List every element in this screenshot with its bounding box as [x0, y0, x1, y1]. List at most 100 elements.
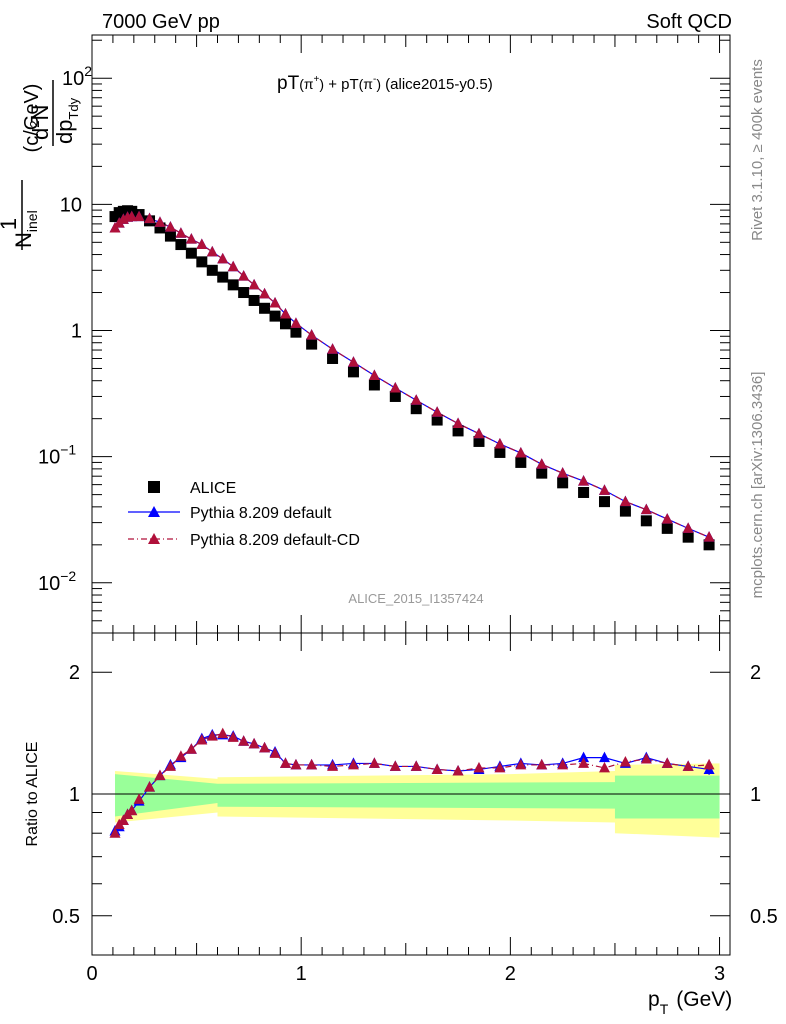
legend-marker-default	[148, 506, 160, 517]
svg-text:dpTdy: dpTdy	[52, 97, 81, 144]
data-point-alice	[154, 222, 166, 234]
main-y-tick-label: 102	[62, 63, 92, 90]
data-point-default-cd	[217, 252, 229, 264]
ratio-point-default-cd	[536, 758, 548, 770]
data-point-alice	[185, 247, 197, 259]
data-point-default-cd	[248, 278, 260, 290]
ratio-point-default-cd	[144, 781, 156, 792]
ratio-y-tick-label: 2	[69, 662, 80, 684]
data-point-alice	[175, 239, 187, 251]
data-point-default-cd	[557, 467, 569, 478]
main-data-marks	[109, 205, 715, 551]
main-y-tick-label: 1	[71, 320, 82, 342]
data-point-default-cd	[619, 495, 631, 507]
ratio-data-marks	[109, 727, 715, 838]
ratio-point-default-cd	[640, 753, 652, 764]
header-right: Soft QCD	[646, 11, 732, 33]
ratio-y-tick-label-right: 2	[750, 662, 761, 684]
data-point-default-cd	[269, 297, 281, 308]
data-point-default-cd	[196, 238, 208, 250]
ratio-point-default-cd	[238, 735, 250, 746]
main-y-tick-labels: 102 10 1 10−1 10−2	[38, 63, 92, 595]
data-point-alice	[598, 496, 610, 508]
x-tick-label: 1	[296, 963, 307, 985]
ratio-point-default-cd	[154, 769, 166, 781]
data-point-alice	[259, 302, 271, 314]
ratio-band-inner	[115, 774, 720, 819]
data-point-alice	[248, 294, 260, 306]
legend-label-default-cd: Pythia 8.209 default-CD	[190, 532, 360, 549]
data-point-alice	[410, 403, 422, 415]
data-point-default-cd	[410, 394, 422, 405]
ratio-y-axis-label: Ratio to ALICE	[24, 742, 41, 847]
data-point-alice	[703, 539, 715, 551]
data-point-alice	[279, 318, 291, 330]
ratio-point-default-cd	[126, 804, 138, 816]
data-point-alice	[494, 446, 506, 458]
main-y-axis-label: 1 Ninel	[0, 180, 40, 250]
data-point-alice	[431, 414, 443, 426]
data-point-alice	[290, 326, 302, 338]
data-point-default-cd	[389, 382, 401, 393]
data-point-default-cd	[279, 308, 291, 319]
data-point-default-cd	[290, 317, 302, 328]
analysis-id: ALICE_2015_I1357424	[348, 591, 483, 606]
series-line-default-cd	[114, 215, 710, 538]
data-point-default-cd	[431, 406, 443, 417]
data-point-default-cd	[452, 417, 464, 429]
main-y-tick-label: 10	[60, 194, 82, 216]
ratio-point-default-cd	[164, 760, 176, 771]
x-tick-label: 0	[86, 963, 97, 985]
data-point-default-cd	[536, 458, 548, 469]
data-point-alice	[682, 531, 694, 543]
data-point-default-cd	[306, 329, 318, 340]
data-point-alice	[619, 505, 631, 517]
data-point-alice	[640, 515, 652, 527]
header-left: 7000 GeV pp	[102, 11, 220, 33]
data-point-default-cd	[368, 369, 380, 380]
data-point-default-cd	[703, 531, 715, 542]
ratio-y-tick-label-right: 1	[750, 784, 761, 806]
main-y-axis-units: (c/GeV)	[21, 84, 43, 153]
data-point-default-cd	[515, 446, 527, 458]
ratio-y-tick-labels: 2 2 1 1 0.5 0.5	[52, 662, 778, 928]
ratio-point-default-cd	[515, 758, 527, 770]
data-point-default-cd	[661, 513, 673, 524]
ratio-point-default-cd	[494, 761, 506, 773]
ratio-point-default-cd	[185, 743, 197, 754]
data-point-alice	[217, 271, 229, 283]
main-y-axis-label-fraction: d2N dpTdy	[27, 80, 81, 146]
data-point-default-cd	[206, 245, 218, 257]
ratio-uncertainty-bands	[115, 763, 720, 838]
ratio-point-default-cd	[227, 731, 239, 742]
ratio-point-default-cd	[598, 761, 610, 773]
plot-title: pT(π+) + pT(π-) (alice2015-y0.5)	[277, 73, 493, 94]
main-y-tick-label: 10−1	[38, 442, 76, 469]
ratio-y-tick-label-right: 0.5	[750, 906, 778, 928]
ratio-point-default-cd	[410, 760, 422, 771]
data-point-default-cd	[347, 356, 359, 367]
data-point-default-cd	[494, 437, 506, 449]
data-point-alice	[227, 279, 239, 291]
svg-text:1: 1	[0, 218, 21, 230]
svg-text:d2N: d2N	[27, 105, 53, 140]
data-point-default-cd	[238, 270, 250, 281]
data-point-default-cd	[185, 233, 197, 244]
main-axis-ticks	[92, 39, 730, 634]
ratio-point-default-cd	[557, 758, 569, 770]
data-point-default-cd	[327, 343, 339, 354]
data-point-alice	[578, 486, 590, 498]
main-plot-frame	[91, 34, 731, 634]
data-point-alice	[164, 230, 176, 242]
ratio-point-default-cd	[661, 757, 673, 768]
legend-marker-default-cd	[148, 533, 160, 544]
ratio-y-tick-label: 0.5	[52, 906, 80, 928]
legend-label-default: Pythia 8.209 default	[190, 505, 332, 522]
x-tick-label: 3	[714, 963, 725, 985]
svg-text:Ninel: Ninel	[11, 210, 40, 248]
ratio-point-default-cd	[389, 760, 401, 771]
data-point-alice	[389, 390, 401, 402]
data-point-alice	[536, 467, 548, 479]
ratio-point-default-cd	[206, 730, 218, 741]
data-point-default-cd	[133, 210, 145, 222]
